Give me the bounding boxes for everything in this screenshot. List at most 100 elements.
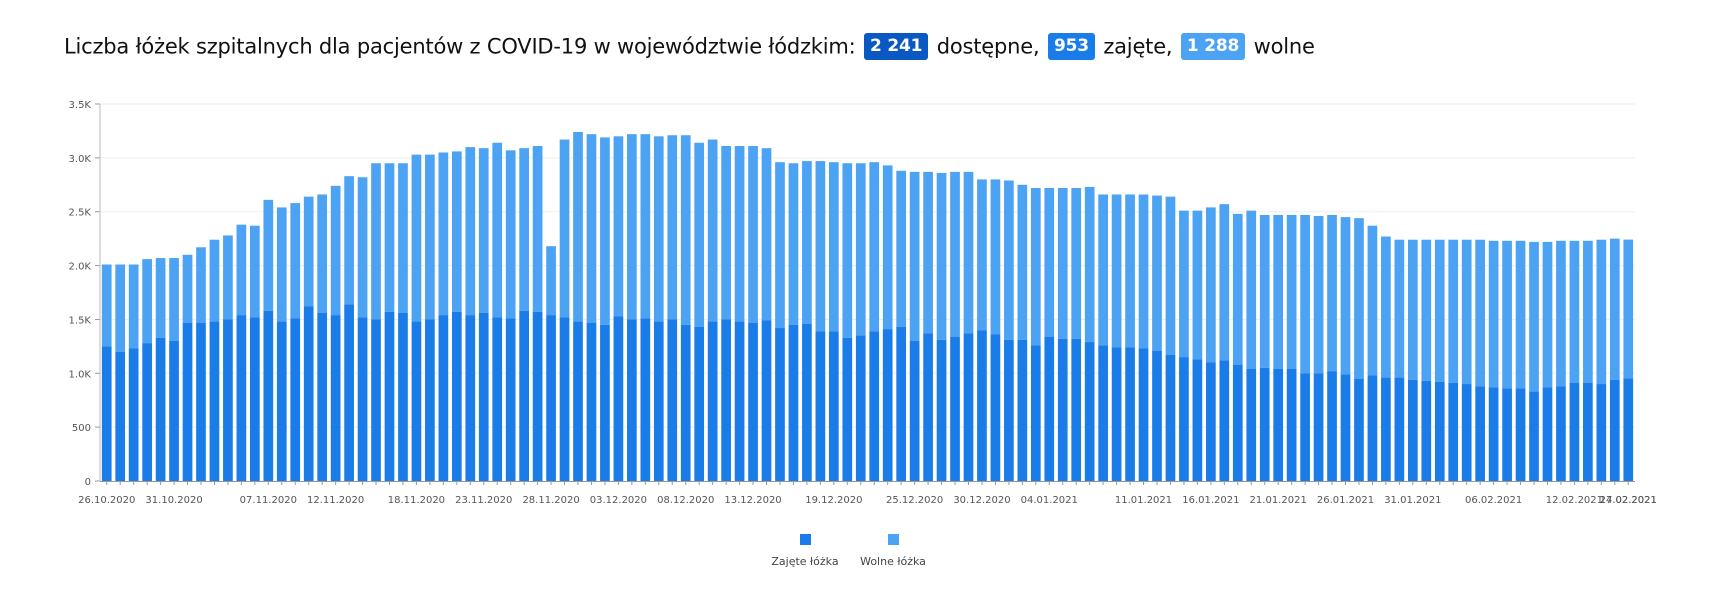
legend-item-occupied[interactable]: Zajęte łóżka [745, 534, 865, 568]
bar-occupied-beds[interactable] [694, 326, 705, 481]
bar-free-beds[interactable] [667, 135, 678, 320]
bar-free-beds[interactable] [936, 172, 947, 340]
bar-free-beds[interactable] [721, 146, 731, 320]
bar-occupied-beds[interactable] [1273, 368, 1284, 481]
bar-free-beds[interactable] [896, 170, 907, 327]
bar-occupied-beds[interactable] [775, 328, 785, 481]
bar-free-beds[interactable] [182, 254, 193, 323]
bar-free-beds[interactable] [559, 139, 570, 318]
bar-occupied-beds[interactable] [1434, 381, 1445, 481]
bar-free-beds[interactable] [869, 162, 880, 332]
bar-occupied-beds[interactable] [1340, 374, 1351, 481]
bar-occupied-beds[interactable] [1381, 377, 1391, 481]
bar-free-beds[interactable] [802, 161, 812, 324]
bar-occupied-beds[interactable] [236, 315, 247, 481]
bar-free-beds[interactable] [990, 179, 1001, 335]
bar-free-beds[interactable] [734, 146, 745, 322]
bar-occupied-beds[interactable] [1529, 391, 1539, 481]
bar-occupied-beds[interactable] [1259, 367, 1270, 481]
bar-occupied-beds[interactable] [680, 324, 691, 481]
bar-free-beds[interactable] [425, 154, 435, 320]
bar-occupied-beds[interactable] [1583, 382, 1593, 481]
bar-free-beds[interactable] [1421, 239, 1432, 381]
bar-occupied-beds[interactable] [115, 351, 126, 481]
bar-free-beds[interactable] [263, 199, 274, 311]
bar-free-beds[interactable] [707, 139, 718, 322]
bar-occupied-beds[interactable] [1044, 336, 1055, 481]
bar-occupied-beds[interactable] [1515, 388, 1526, 481]
bar-free-beds[interactable] [290, 203, 301, 319]
bar-occupied-beds[interactable] [734, 321, 745, 481]
bar-free-beds[interactable] [1232, 213, 1243, 365]
bar-occupied-beds[interactable] [1367, 375, 1378, 481]
bar-occupied-beds[interactable] [303, 306, 314, 481]
bar-occupied-beds[interactable] [357, 317, 368, 481]
bar-occupied-beds[interactable] [398, 312, 408, 481]
bar-occupied-beds[interactable] [653, 321, 664, 481]
bar-free-beds[interactable] [855, 163, 866, 336]
bar-free-beds[interactable] [909, 171, 920, 341]
bar-occupied-beds[interactable] [923, 333, 933, 481]
bar-free-beds[interactable] [438, 152, 449, 316]
bar-occupied-beds[interactable] [223, 319, 233, 481]
bar-occupied-beds[interactable] [1192, 359, 1203, 481]
bar-occupied-beds[interactable] [950, 336, 960, 481]
bar-free-beds[interactable] [330, 185, 341, 316]
bar-free-beds[interactable] [680, 135, 691, 325]
bar-free-beds[interactable] [653, 136, 664, 322]
bar-free-beds[interactable] [1569, 240, 1580, 383]
bar-occupied-beds[interactable] [1327, 371, 1337, 481]
bar-free-beds[interactable] [115, 264, 126, 352]
bar-free-beds[interactable] [1004, 180, 1014, 340]
bar-occupied-beds[interactable] [963, 333, 974, 481]
bar-free-beds[interactable] [101, 264, 112, 347]
bar-free-beds[interactable] [1084, 186, 1095, 343]
bar-free-beds[interactable] [828, 162, 839, 332]
bar-occupied-beds[interactable] [169, 340, 179, 481]
bar-free-beds[interactable] [1044, 188, 1055, 337]
bar-free-beds[interactable] [1475, 239, 1486, 387]
bar-occupied-beds[interactable] [748, 322, 758, 481]
bar-occupied-beds[interactable] [869, 331, 880, 481]
bar-occupied-beds[interactable] [451, 311, 462, 481]
bar-free-beds[interactable] [950, 171, 960, 337]
bar-occupied-beds[interactable] [142, 343, 152, 481]
bar-occupied-beds[interactable] [1138, 348, 1149, 481]
bar-free-beds[interactable] [1407, 239, 1418, 380]
bar-occupied-beds[interactable] [290, 318, 301, 481]
bar-free-beds[interactable] [748, 146, 758, 323]
legend-item-free[interactable]: Wolne łóżka [833, 534, 953, 568]
bar-occupied-beds[interactable] [101, 346, 112, 481]
bar-free-beds[interactable] [1017, 184, 1028, 340]
bar-occupied-beds[interactable] [209, 321, 220, 481]
bar-free-beds[interactable] [209, 239, 220, 322]
bar-free-beds[interactable] [1138, 194, 1149, 349]
bar-occupied-beds[interactable] [1098, 345, 1108, 481]
bar-free-beds[interactable] [1259, 214, 1270, 368]
bar-free-beds[interactable] [344, 176, 354, 305]
bar-occupied-beds[interactable] [761, 320, 772, 481]
bar-occupied-beds[interactable] [990, 334, 1001, 481]
bar-free-beds[interactable] [1165, 196, 1176, 355]
bar-free-beds[interactable] [1515, 240, 1526, 389]
bar-free-beds[interactable] [398, 163, 408, 313]
bar-occupied-beds[interactable] [1313, 373, 1324, 481]
bar-occupied-beds[interactable] [828, 331, 839, 481]
bar-free-beds[interactable] [1206, 207, 1216, 363]
bar-free-beds[interactable] [1583, 240, 1593, 383]
bar-occupied-beds[interactable] [1232, 364, 1243, 481]
bar-free-beds[interactable] [155, 258, 166, 338]
bar-free-beds[interactable] [451, 151, 462, 312]
bar-free-beds[interactable] [384, 163, 395, 312]
bar-occupied-beds[interactable] [505, 318, 516, 481]
bar-free-beds[interactable] [1488, 240, 1499, 388]
bar-free-beds[interactable] [223, 235, 233, 320]
bar-occupied-beds[interactable] [317, 312, 328, 481]
bar-occupied-beds[interactable] [1179, 357, 1189, 481]
bar-free-beds[interactable] [532, 146, 543, 312]
bar-free-beds[interactable] [1179, 210, 1189, 358]
bar-occupied-beds[interactable] [1475, 386, 1486, 481]
bar-occupied-beds[interactable] [1030, 345, 1041, 481]
bar-free-beds[interactable] [236, 224, 247, 316]
bar-occupied-beds[interactable] [1354, 378, 1364, 481]
